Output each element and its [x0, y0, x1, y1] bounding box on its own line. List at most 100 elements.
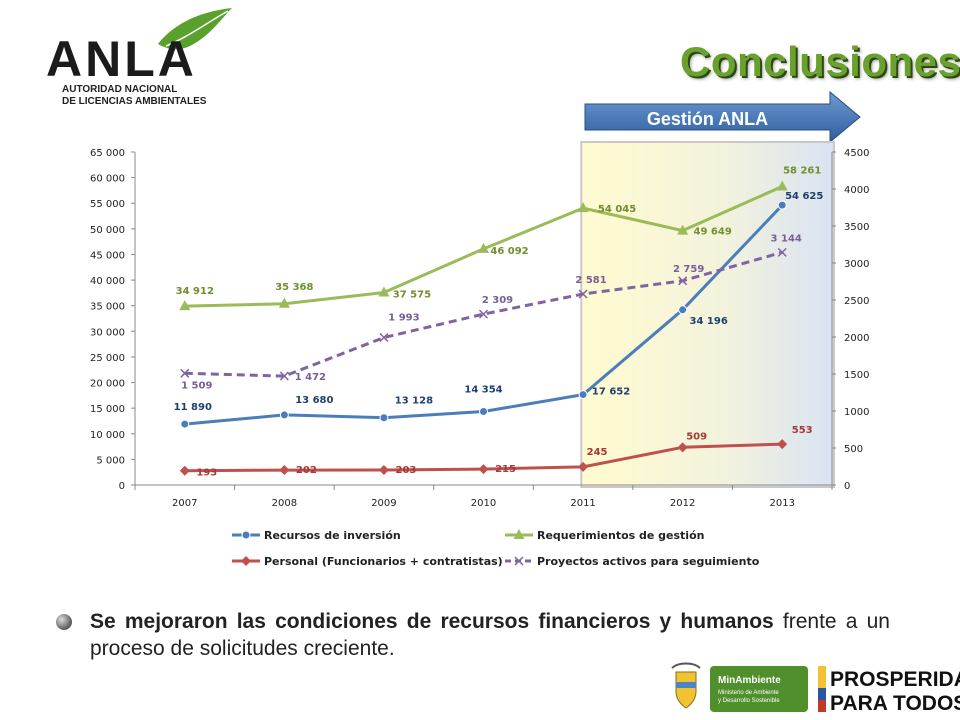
- x-tick-label: 2012: [670, 498, 695, 509]
- data-point: [777, 200, 787, 210]
- data-label: 509: [686, 431, 707, 442]
- data-point: [379, 413, 389, 423]
- data-label: 14 354: [464, 384, 502, 395]
- data-label: 3 144: [771, 233, 802, 244]
- data-point: [777, 247, 787, 257]
- x-tick-label: 2008: [272, 498, 297, 509]
- legend-label: Requerimientos de gestión: [537, 529, 704, 542]
- data-label: 1 993: [388, 313, 419, 324]
- x-tick-label: 2007: [172, 498, 197, 509]
- data-label: 553: [792, 425, 813, 436]
- data-label: 49 649: [694, 227, 732, 238]
- y-left-tick-label: 20 000: [90, 379, 125, 390]
- data-label: 215: [495, 464, 516, 475]
- data-label: 54 625: [785, 191, 823, 202]
- data-label: 54 045: [598, 204, 636, 215]
- ministry-line-3: y Desarrollo Sostenible: [718, 698, 780, 704]
- conclusion-text: Se mejoraron las condiciones de recursos…: [90, 608, 890, 662]
- data-label: 13 680: [295, 395, 333, 406]
- data-label: 1 472: [295, 372, 326, 383]
- data-label: 35 368: [275, 282, 313, 293]
- data-point: [279, 371, 289, 381]
- data-point: [378, 464, 389, 475]
- data-label: 58 261: [783, 166, 821, 177]
- leaf-icon: [158, 8, 232, 50]
- coat-of-arms-icon: [671, 662, 701, 709]
- line-chart: 0 5 000 10 000 15 000 20 000 25 000 30 000 35 0…: [90, 141, 869, 568]
- data-point: [279, 465, 290, 476]
- legend-label: Personal (Funcionarios + contratistas): [264, 555, 503, 568]
- data-point: [678, 305, 688, 315]
- page-title: Conclusiones: [680, 38, 960, 85]
- y-left-tick-label: 40 000: [90, 276, 125, 287]
- data-point: [777, 439, 788, 450]
- y-left-tick-label: 5 000: [96, 455, 125, 466]
- footer-logos: MinAmbiente Ministerio de Ambiente y Des…: [671, 662, 960, 715]
- logo-brand: ANLA: [46, 31, 197, 87]
- data-label: 34 912: [176, 286, 214, 297]
- data-point: [241, 556, 251, 566]
- slogan-line-2: PARA TODOS: [830, 692, 960, 715]
- y-left-tick-label: 10 000: [90, 430, 125, 441]
- y-left-tick-label: 55 000: [90, 199, 125, 210]
- y-right-tick-label: 4000: [844, 185, 869, 196]
- anla-logo: ANLA AUTORIDAD NACIONAL DE LICENCIAS AMB…: [46, 8, 232, 107]
- y-left-tick-label: 30 000: [90, 327, 125, 338]
- data-point: [378, 286, 390, 297]
- data-point: [279, 410, 289, 420]
- y-right-tick-label: 4500: [844, 148, 869, 159]
- data-label: 245: [587, 447, 608, 458]
- logo-subtitle-1: AUTORIDAD NACIONAL: [62, 84, 177, 95]
- data-point: [479, 406, 488, 416]
- data-point: [278, 297, 290, 308]
- data-label: 2 309: [482, 295, 513, 306]
- y-right-tick-label: 2000: [844, 333, 869, 344]
- y-right-tick-label: 3500: [844, 222, 869, 233]
- legend-label: Proyectos activos para seguimiento: [537, 555, 760, 568]
- data-point: [478, 242, 489, 253]
- data-point: [241, 530, 251, 540]
- ministry-logo: [710, 666, 808, 712]
- data-point: [180, 368, 190, 378]
- logo-subtitle-2: DE LICENCIAS AMBIENTALES: [62, 96, 207, 107]
- y-left-tick-label: 45 000: [90, 250, 125, 261]
- legend-label: Recursos de inversión: [264, 529, 401, 542]
- x-tick-label: 2013: [769, 498, 794, 509]
- highlight-region: [580, 141, 835, 488]
- data-label: 193: [196, 468, 217, 479]
- y-left-tick-label: 25 000: [90, 353, 125, 364]
- y-left-tick-label: 35 000: [90, 302, 125, 313]
- bullet-icon: [56, 614, 72, 630]
- conclusion-bold: Se mejoraron las condiciones de recursos…: [90, 610, 774, 633]
- data-point: [179, 465, 190, 476]
- y-right-tick-label: 2500: [844, 296, 869, 307]
- x-tick-label: 2010: [471, 498, 496, 509]
- data-point: [677, 442, 688, 453]
- data-label: 1 509: [181, 380, 212, 391]
- data-point: [513, 529, 525, 539]
- data-point: [578, 461, 589, 472]
- y-right-tick-label: 0: [844, 481, 850, 492]
- y-right-tick-label: 1500: [844, 370, 869, 381]
- data-label: 46 092: [490, 246, 528, 257]
- conclusion-normal: frente a un proceso de solicitudes creci…: [90, 610, 890, 660]
- data-point: [577, 202, 589, 213]
- y-left-tick-label: 0: [119, 481, 125, 492]
- flag-icon: [818, 666, 826, 712]
- data-point: [578, 289, 588, 299]
- arrow-label: Gestión ANLA: [646, 109, 769, 129]
- slogan-line-1: PROSPERIDAD: [830, 668, 960, 691]
- data-point: [478, 464, 489, 475]
- data-point: [179, 300, 191, 311]
- x-tick-label: 2009: [371, 498, 396, 509]
- y-left-tick-label: 50 000: [90, 225, 125, 236]
- data-label: 11 890: [174, 402, 212, 413]
- data-point: [379, 332, 389, 343]
- data-label: 2 759: [673, 264, 704, 275]
- data-label: 37 575: [393, 290, 431, 301]
- data-point: [678, 276, 688, 286]
- data-label: 34 196: [690, 316, 728, 327]
- data-point: [514, 556, 524, 566]
- y-right-tick-label: 1000: [844, 407, 869, 418]
